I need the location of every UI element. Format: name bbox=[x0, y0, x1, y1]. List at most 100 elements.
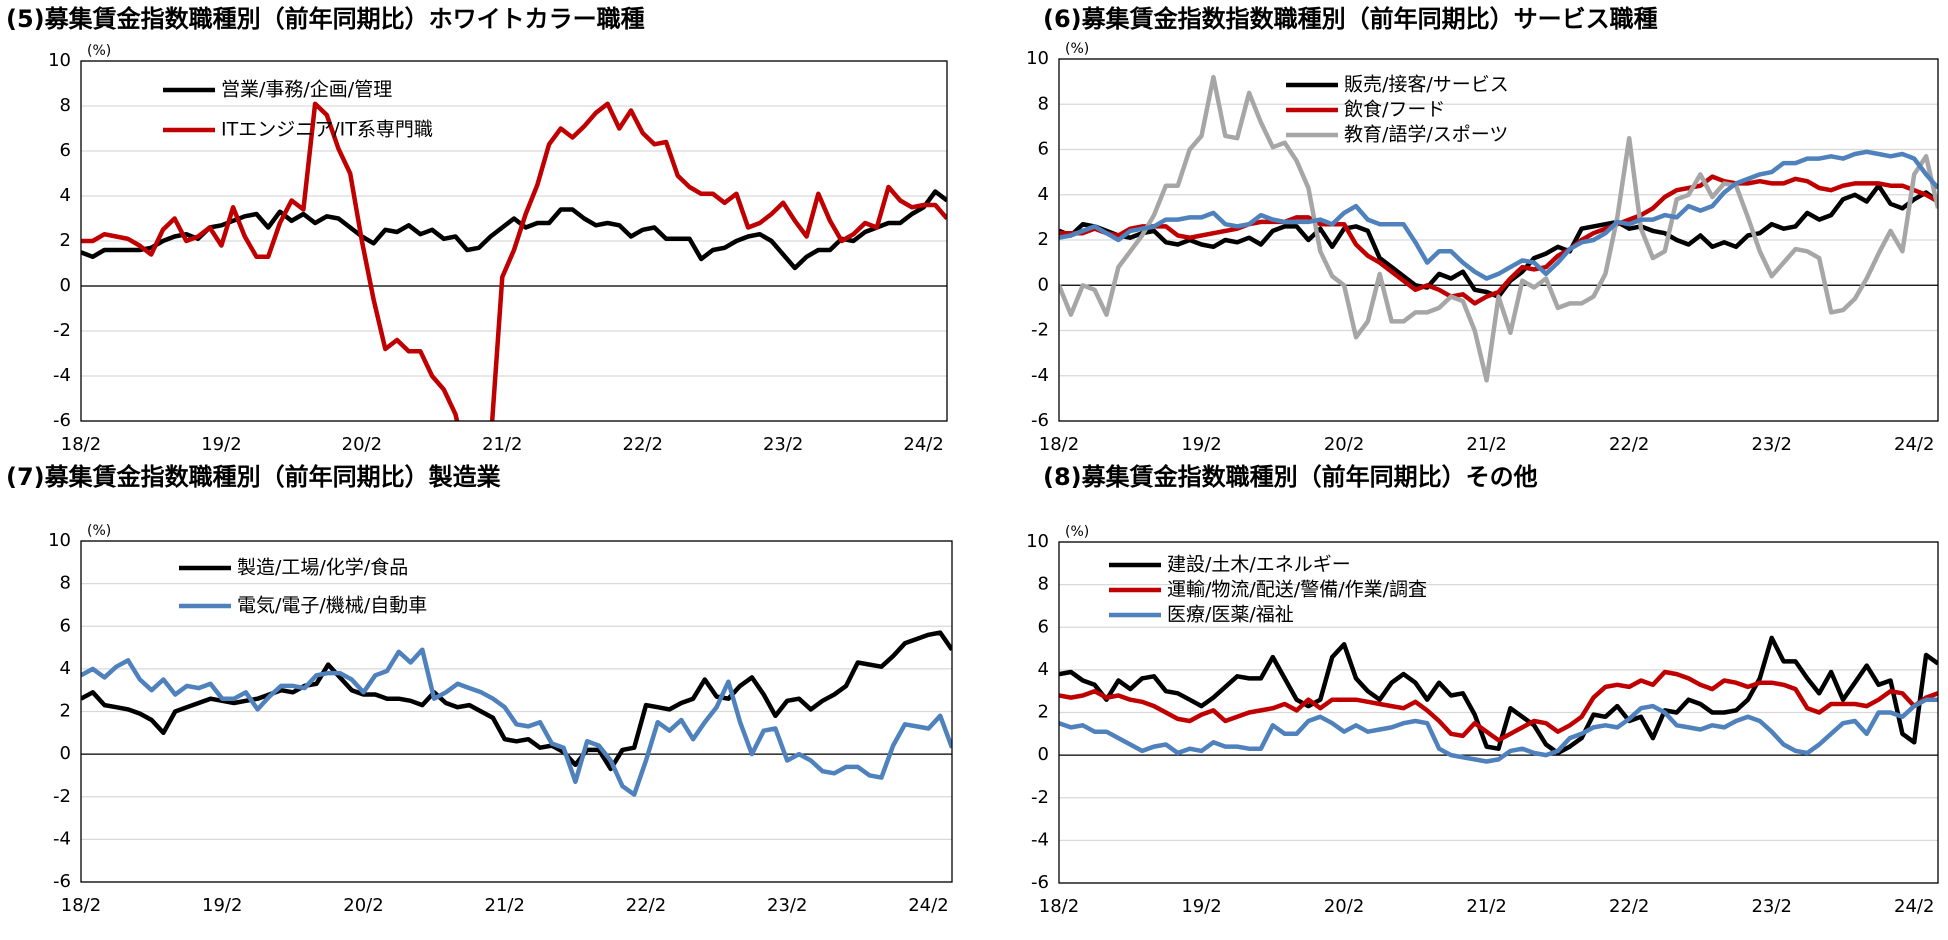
legend-label: 医療/医薬/福祉 bbox=[1167, 604, 1294, 626]
y-tick-label: 10 bbox=[1026, 531, 1049, 552]
y-tick-label: -6 bbox=[53, 871, 71, 892]
y-tick-label: 4 bbox=[1038, 659, 1049, 680]
chart-title: (5)募集賃金指数職種別（前年同期比）ホワイトカラー職種 bbox=[6, 5, 645, 33]
x-tick-label: 23/2 bbox=[763, 434, 803, 455]
y-tick-label: 6 bbox=[1038, 139, 1049, 160]
x-tick-label: 18/2 bbox=[1039, 434, 1079, 455]
chart-panel: (7)募集賃金指数職種別（前年同期比）製造業 (%) -6 -4 -2 0 2 4 6 8 10 18… bbox=[6, 463, 953, 916]
series-line bbox=[1059, 669, 1938, 743]
x-tick-label: 23/2 bbox=[767, 895, 807, 916]
y-tick-label: -6 bbox=[1031, 872, 1049, 893]
legend-label: 教育/語学/スポーツ bbox=[1344, 124, 1508, 146]
x-tick-label: 20/2 bbox=[1324, 434, 1364, 455]
legend-label: 製造/工場/化学/食品 bbox=[237, 557, 408, 579]
x-tick-label: 24/2 bbox=[1894, 896, 1934, 917]
axis-unit: (%) bbox=[1065, 524, 1089, 540]
axis-unit: (%) bbox=[87, 43, 111, 59]
y-tick-label: 0 bbox=[60, 743, 71, 764]
y-tick-label: -4 bbox=[53, 828, 71, 849]
x-tick-label: 24/2 bbox=[903, 434, 943, 455]
series-line bbox=[1059, 149, 1938, 281]
y-tick-label: 8 bbox=[1038, 93, 1049, 114]
y-tick-label: 0 bbox=[1038, 744, 1049, 765]
plot-frame bbox=[1058, 541, 1939, 884]
y-tick-label: -2 bbox=[53, 320, 71, 341]
x-tick-label: 23/2 bbox=[1751, 896, 1791, 917]
y-tick-label: -2 bbox=[53, 786, 71, 807]
y-tick-label: 2 bbox=[1038, 229, 1049, 250]
y-tick-label: 6 bbox=[60, 140, 71, 161]
legend-label: 建設/土木/エネルギー bbox=[1167, 554, 1351, 576]
x-tick-label: 20/2 bbox=[1324, 896, 1364, 917]
legend-label: 営業/事務/企画/管理 bbox=[221, 79, 392, 101]
x-tick-label: 19/2 bbox=[202, 895, 242, 916]
y-tick-label: 6 bbox=[60, 615, 71, 636]
y-tick-label: -6 bbox=[1031, 410, 1049, 431]
y-tick-label: -2 bbox=[1031, 320, 1049, 341]
y-tick-label: 4 bbox=[60, 658, 71, 679]
y-tick-label: 10 bbox=[48, 50, 71, 71]
y-tick-label: -4 bbox=[1031, 829, 1049, 850]
y-tick-label: 4 bbox=[1038, 184, 1049, 205]
x-tick-label: 24/2 bbox=[908, 895, 948, 916]
x-tick-label: 19/2 bbox=[201, 434, 241, 455]
chart-title: (7)募集賃金指数職種別（前年同期比）製造業 bbox=[6, 463, 501, 491]
y-tick-label: 0 bbox=[1038, 274, 1049, 295]
legend-label: ITエンジニア/IT系専門職 bbox=[221, 119, 433, 141]
series-line bbox=[1059, 174, 1938, 306]
x-tick-label: 19/2 bbox=[1181, 896, 1221, 917]
axis-unit: (%) bbox=[1065, 41, 1089, 57]
plot-frame bbox=[1058, 58, 1939, 422]
plot-frame bbox=[80, 540, 953, 883]
legend-label: 電気/電子/機械/自動車 bbox=[237, 595, 427, 617]
x-tick-label: 19/2 bbox=[1181, 434, 1221, 455]
y-tick-label: -4 bbox=[53, 365, 71, 386]
y-tick-label: 0 bbox=[60, 275, 71, 296]
chart-title: (6)募集賃金指数指数職種別（前年同期比）サービス職種 bbox=[1043, 5, 1658, 33]
x-tick-label: 21/2 bbox=[485, 895, 525, 916]
legend-label: 運輸/物流/配送/警備/作業/調査 bbox=[1167, 579, 1427, 601]
x-tick-label: 18/2 bbox=[1039, 896, 1079, 917]
y-tick-label: 10 bbox=[1026, 48, 1049, 69]
y-tick-label: 2 bbox=[60, 230, 71, 251]
x-tick-label: 18/2 bbox=[61, 895, 101, 916]
axis-unit: (%) bbox=[87, 523, 111, 539]
x-tick-label: 24/2 bbox=[1894, 434, 1934, 455]
y-tick-label: 4 bbox=[60, 185, 71, 206]
x-tick-label: 22/2 bbox=[1609, 896, 1649, 917]
series-line bbox=[1059, 74, 1938, 383]
series-line bbox=[1059, 183, 1938, 299]
chart-panel: (6)募集賃金指数指数職種別（前年同期比）サービス職種 (%) -6 -4 -2 0 2 4 6… bbox=[1026, 5, 1939, 455]
plot-frame bbox=[80, 60, 948, 422]
x-tick-label: 21/2 bbox=[1466, 434, 1506, 455]
x-tick-label: 20/2 bbox=[343, 895, 383, 916]
y-tick-label: -6 bbox=[53, 410, 71, 431]
y-tick-label: 2 bbox=[1038, 702, 1049, 723]
x-tick-label: 22/2 bbox=[623, 434, 663, 455]
x-tick-label: 23/2 bbox=[1751, 434, 1791, 455]
chart-panel: (8)募集賃金指数職種別（前年同期比）その他 (%) -6 -4 -2 0 2 4 6 8 10 18… bbox=[1026, 463, 1939, 917]
series-line bbox=[81, 630, 952, 772]
y-tick-label: 8 bbox=[60, 95, 71, 116]
x-tick-label: 22/2 bbox=[1609, 434, 1649, 455]
legend-label: 飲食/フード bbox=[1344, 99, 1445, 121]
x-tick-label: 22/2 bbox=[626, 895, 666, 916]
x-tick-label: 21/2 bbox=[482, 434, 522, 455]
legend-label: 販売/接客/サービス bbox=[1344, 74, 1509, 96]
x-tick-label: 21/2 bbox=[1466, 896, 1506, 917]
y-tick-label: 8 bbox=[1038, 574, 1049, 595]
series-line bbox=[1059, 697, 1938, 764]
x-tick-label: 18/2 bbox=[61, 434, 101, 455]
chart-title: (8)募集賃金指数職種別（前年同期比）その他 bbox=[1043, 463, 1538, 491]
series-line bbox=[81, 647, 952, 797]
y-tick-label: 10 bbox=[48, 530, 71, 551]
chart-panel: (5)募集賃金指数職種別（前年同期比）ホワイトカラー職種(%)-6-4-2024… bbox=[6, 5, 948, 455]
series-line bbox=[81, 101, 947, 421]
y-tick-label: -2 bbox=[1031, 787, 1049, 808]
y-tick-label: 2 bbox=[60, 701, 71, 722]
y-tick-label: 6 bbox=[1038, 616, 1049, 637]
y-tick-label: 8 bbox=[60, 573, 71, 594]
series-line bbox=[1059, 635, 1938, 756]
x-tick-label: 20/2 bbox=[342, 434, 382, 455]
